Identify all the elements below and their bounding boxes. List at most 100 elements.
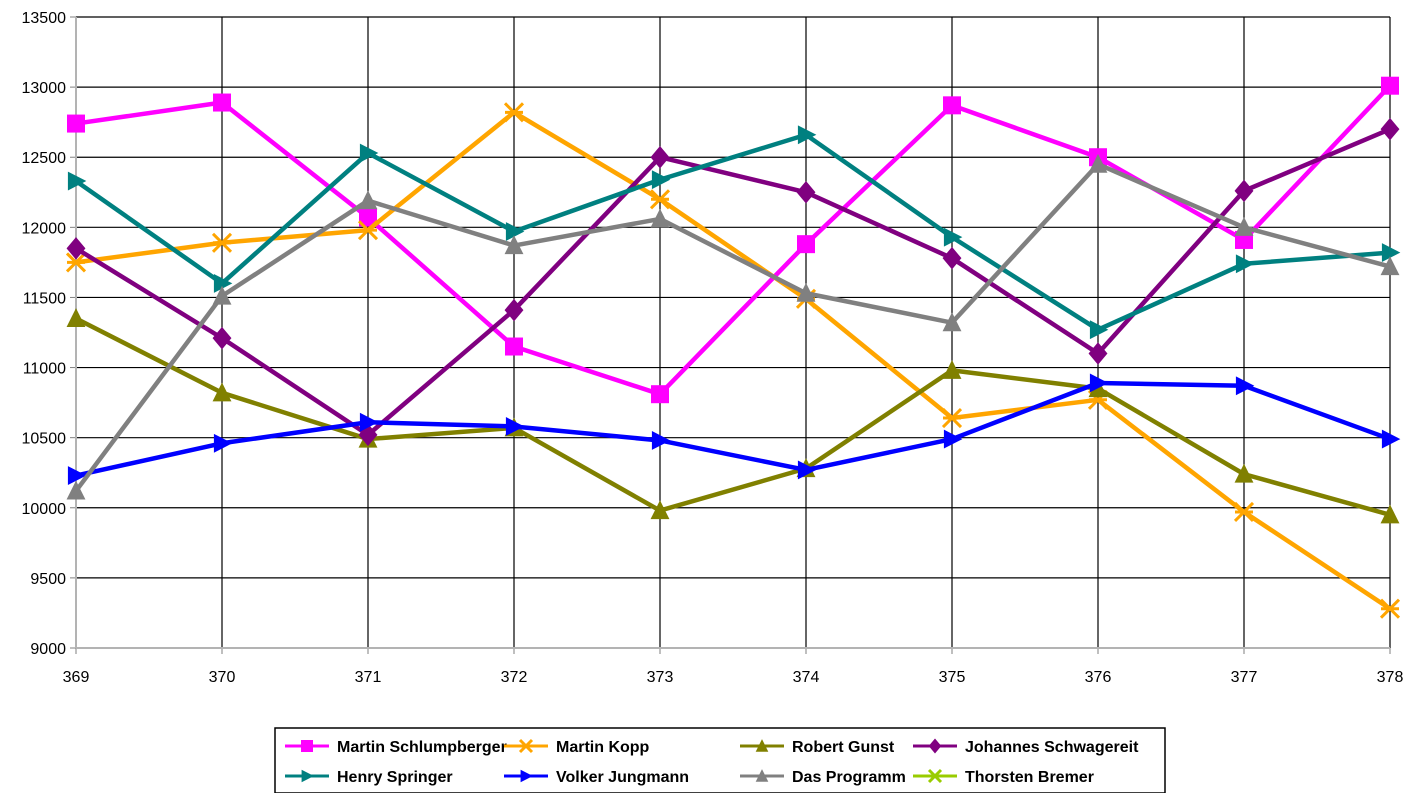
series-line (75, 380, 1391, 478)
x-tick-label: 370 (209, 669, 236, 686)
data-point (1380, 117, 1400, 141)
y-tick-label: 12500 (22, 150, 67, 167)
legend-item: Henry Springer (285, 769, 453, 786)
legend-label: Volker Jungmann (556, 769, 689, 786)
data-point (213, 93, 231, 112)
data-point (505, 337, 523, 356)
data-point (213, 273, 233, 293)
data-point (1234, 216, 1254, 236)
series-line (74, 161, 1391, 493)
legend-label: Das Programm (792, 769, 906, 786)
data-point (1381, 76, 1399, 95)
data-point (650, 500, 670, 520)
data-point (211, 232, 233, 253)
series-line (74, 132, 1391, 332)
data-point (67, 114, 85, 133)
data-point (1235, 254, 1255, 274)
tick-labels: 13500 13000 12500 12000 11500 11000 10500 10000… (22, 10, 1404, 686)
data-point (1380, 256, 1400, 276)
y-tick-label: 9000 (30, 641, 66, 658)
series-line (74, 127, 1391, 438)
y-tick-label: 11000 (23, 361, 66, 378)
data-point (943, 429, 963, 449)
chart-axes (70, 16, 1391, 654)
data-point (651, 385, 669, 404)
data-point (213, 433, 233, 453)
series-henry-springer (67, 125, 1401, 340)
y-tick-label: 13500 (22, 10, 67, 27)
data-point (943, 96, 961, 115)
data-point (943, 227, 963, 247)
legend-item: Martin Schlumpberger (285, 739, 507, 756)
y-tick-label: 12000 (22, 220, 67, 237)
y-tick-label: 10000 (22, 501, 67, 518)
data-point (212, 285, 232, 305)
legend-label: Thorsten Bremer (965, 769, 1094, 786)
x-tick-label: 375 (939, 669, 966, 686)
data-point (67, 171, 87, 191)
x-tick-label: 371 (355, 669, 382, 686)
data-point (66, 308, 86, 328)
y-tick-label: 10500 (22, 431, 67, 448)
legend-marker (301, 740, 313, 752)
x-tick-label: 369 (63, 669, 90, 686)
series-line (75, 110, 1392, 611)
series-robert-gunst (66, 308, 1400, 524)
y-tick-label: 11500 (23, 290, 66, 307)
data-point (359, 208, 377, 227)
data-point (797, 460, 817, 480)
data-point (212, 326, 232, 350)
series-das-programm (66, 153, 1400, 500)
data-point (1088, 342, 1108, 365)
data-point (65, 252, 87, 273)
data-point (1380, 504, 1400, 524)
data-point (358, 190, 378, 210)
legend-item: Das Programm (740, 769, 906, 786)
data-point (1234, 463, 1254, 483)
data-point (942, 360, 962, 379)
data-point (66, 480, 86, 500)
data-point (650, 208, 670, 228)
data-point (67, 466, 87, 485)
legend-marker (927, 768, 943, 784)
data-point (941, 407, 963, 429)
data-point (504, 298, 524, 322)
legend: Martin Schlumpberger Martin Kopp Robert Gu… (274, 727, 1166, 793)
data-point (942, 246, 962, 270)
data-point (1233, 501, 1255, 523)
data-point (796, 181, 816, 204)
data-point (1381, 243, 1401, 263)
data-point (1379, 598, 1401, 619)
legend-marker (755, 739, 769, 752)
series-martin-kopp (65, 102, 1401, 619)
x-tick-label: 377 (1231, 669, 1258, 686)
data-point (357, 220, 379, 241)
data-point (1381, 429, 1401, 449)
series-line (74, 316, 1391, 517)
data-point (504, 235, 524, 255)
x-tick-label: 372 (501, 669, 528, 686)
legend-label: Johannes Schwagereit (965, 739, 1139, 756)
data-point (66, 237, 86, 260)
x-tick-label: 374 (793, 669, 820, 686)
legend-label: Robert Gunst (792, 739, 895, 756)
data-point (651, 170, 671, 190)
series-line (75, 84, 1392, 397)
legend-label: Martin Kopp (556, 739, 650, 756)
legend-item: Robert Gunst (740, 739, 895, 756)
x-tick-label: 373 (647, 669, 674, 686)
data-point (1088, 153, 1108, 173)
data-point (359, 143, 379, 163)
data-point (797, 235, 815, 254)
chart-grid (76, 16, 1391, 648)
series-johannes-schwagereit (66, 117, 1400, 447)
data-point (505, 416, 525, 436)
legend-marker (928, 738, 942, 754)
data-point (503, 102, 525, 123)
x-tick-label: 378 (1377, 669, 1404, 686)
data-point (796, 282, 816, 302)
x-tick-label: 376 (1085, 669, 1112, 686)
legend-label: Henry Springer (337, 769, 453, 786)
legend-item: Thorsten Bremer (913, 768, 1094, 786)
